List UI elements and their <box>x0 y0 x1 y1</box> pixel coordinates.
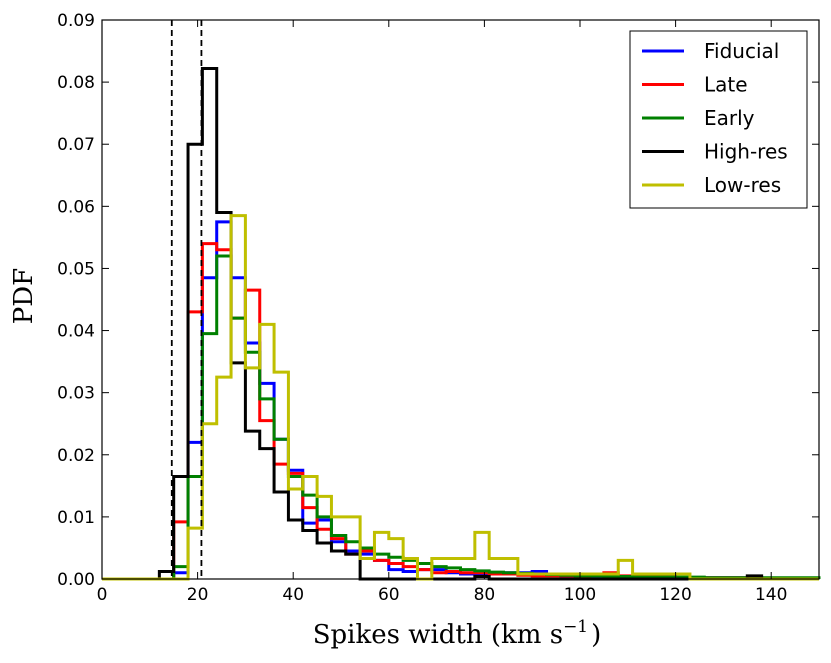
reference-lines <box>170 20 203 579</box>
x-tick-label: 20 <box>187 585 209 605</box>
series-low-res-line <box>102 214 819 581</box>
y-tick-label: 0.02 <box>57 446 95 466</box>
x-axis-label-superscript: −1 <box>563 617 588 637</box>
legend: Fiducial Late Early High-res Low-res <box>629 30 808 209</box>
y-tick-label: 0.00 <box>57 570 95 590</box>
plot-frame <box>101 19 820 580</box>
series-early-line <box>102 254 821 581</box>
x-tick-label: 140 <box>755 585 787 605</box>
x-tick-label: 0 <box>97 585 108 605</box>
y-axis-label: PDF <box>9 268 39 324</box>
legend-label-low-res: Low-res <box>704 173 781 197</box>
y-tick-label: 0.08 <box>57 73 95 93</box>
x-tick-label: 60 <box>378 585 400 605</box>
y-tick-label: 0.05 <box>57 259 95 279</box>
series-fiducial-line <box>102 220 821 581</box>
series-late-line <box>102 242 821 581</box>
y-tick-label: 0.06 <box>57 197 95 217</box>
legend-label-high-res: High-res <box>704 140 788 164</box>
ticks: 0 20 40 60 80 100 120 140 0.00 0.01 0.02 0.03 0.04 0.… <box>57 11 819 605</box>
y-tick-label: 0.04 <box>57 322 95 342</box>
x-tick-label: 120 <box>659 585 691 605</box>
legend-label-fiducial: Fiducial <box>704 39 779 63</box>
x-axis-label-main: Spikes width (km s <box>313 620 563 650</box>
y-tick-label: 0.07 <box>57 135 95 155</box>
x-tick-label: 100 <box>564 585 596 605</box>
x-tick-label: 80 <box>474 585 496 605</box>
legend-label-late: Late <box>704 73 748 97</box>
y-tick-label: 0.09 <box>57 11 95 31</box>
x-axis-label: Spikes width (km s−1) <box>313 617 602 650</box>
y-tick-label: 0.03 <box>57 384 95 404</box>
y-tick-label: 0.01 <box>57 508 95 528</box>
x-axis-label-close: ) <box>591 620 601 650</box>
x-tick-label: 40 <box>282 585 304 605</box>
legend-label-early: Early <box>704 106 755 130</box>
